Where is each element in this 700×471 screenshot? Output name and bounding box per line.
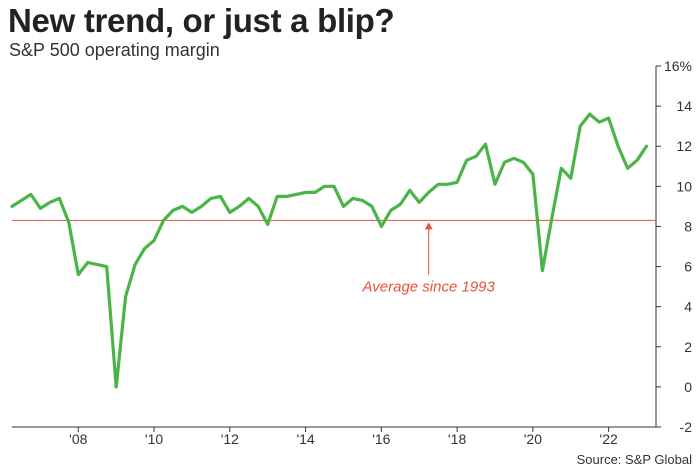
y-tick-label: 0	[684, 379, 692, 395]
x-axis: '08 '10 '12 '14 '16 '18 '20 '22	[12, 426, 656, 447]
x-tick-label: '08	[69, 431, 87, 447]
x-tick-label: '10	[145, 431, 163, 447]
y-tick-label: 12	[676, 138, 692, 154]
x-tick-label: '20	[524, 431, 542, 447]
y-tick-label: 14	[676, 98, 692, 114]
y-tick-label: 10	[676, 178, 692, 194]
y-axis: 16% 14 12 10 8 6 4 2 0 -2	[655, 58, 693, 435]
reference-lines: Average since 1993	[12, 219, 656, 296]
y-tick-label: 2	[684, 339, 692, 355]
x-tick-label: '12	[221, 431, 239, 447]
source-note: Source: S&P Global	[576, 452, 692, 467]
y-tick-label: 4	[684, 299, 692, 315]
x-tick-label: '16	[372, 431, 390, 447]
operating-margin-line	[10, 112, 649, 389]
y-tick-label: 6	[684, 259, 692, 275]
x-tick-label: '14	[296, 431, 314, 447]
chart-subtitle: S&P 500 operating margin	[9, 40, 220, 60]
average-annotation: Average since 1993	[362, 279, 496, 296]
y-tick-label: 8	[684, 218, 692, 234]
x-tick-label: '22	[600, 431, 618, 447]
chart-title: New trend, or just a blip?	[8, 2, 395, 39]
x-tick-label: '18	[448, 431, 466, 447]
y-tick-label: -2	[680, 419, 693, 435]
series-group	[10, 112, 649, 389]
y-tick-label: 16%	[664, 58, 692, 74]
annotation-arrow-head	[424, 222, 433, 230]
